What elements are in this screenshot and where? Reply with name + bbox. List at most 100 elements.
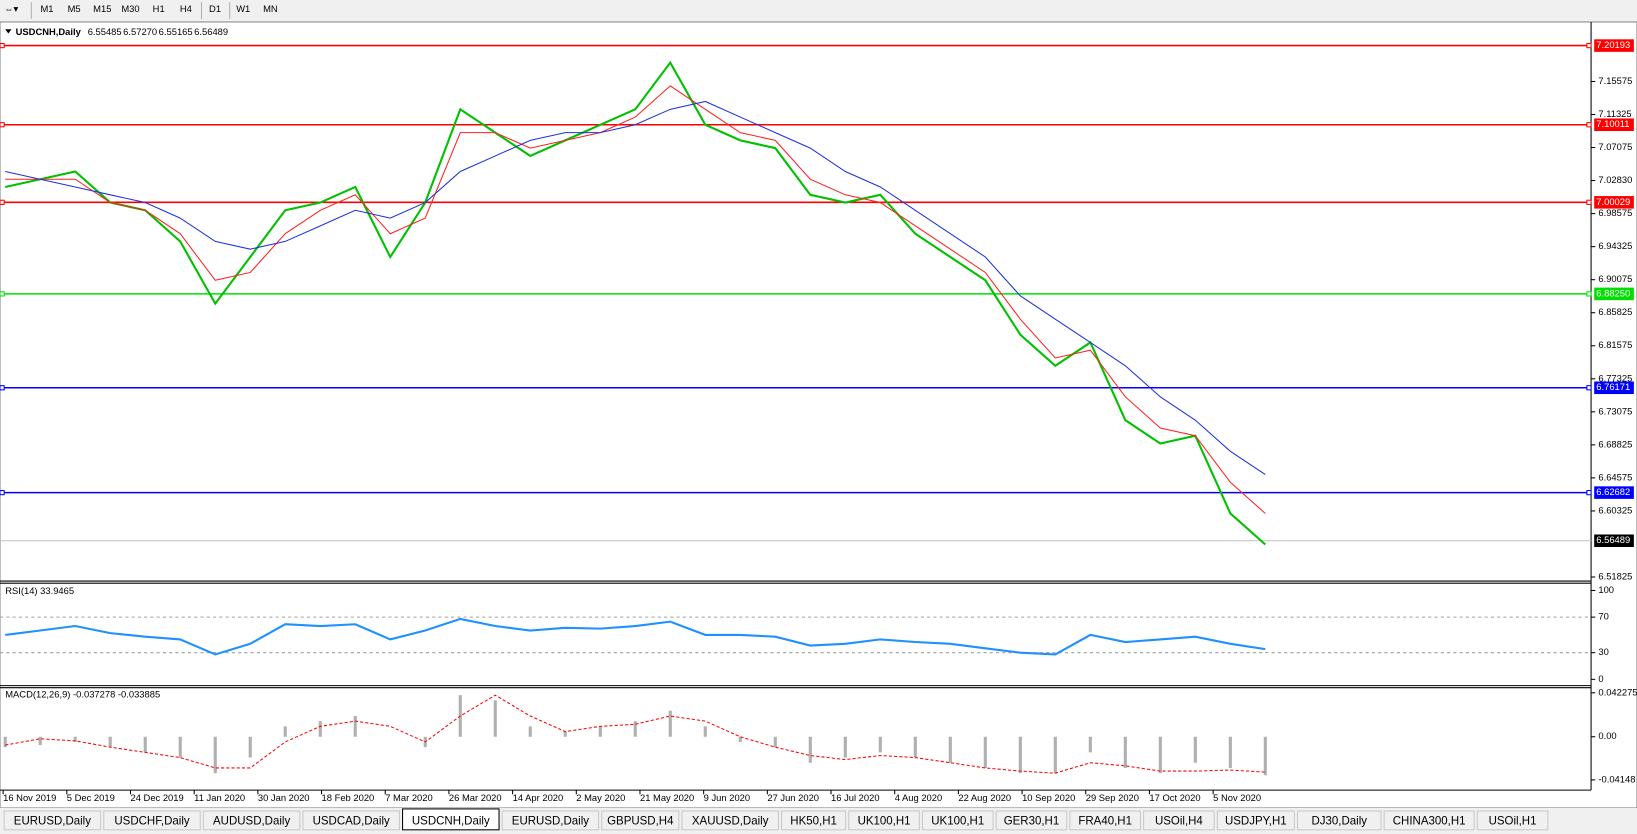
- tab-label[interactable]: UK100,H1: [931, 815, 984, 827]
- time-label: 24 Dec 2019: [131, 792, 184, 803]
- timeframe-button[interactable]: M15: [93, 3, 111, 14]
- macd-bar: [948, 736, 952, 763]
- tab[interactable]: [921, 810, 994, 831]
- y-tick-label: 6.68825: [1598, 438, 1632, 449]
- tab-label[interactable]: CHINA300,H1: [1393, 815, 1466, 827]
- tab[interactable]: [601, 810, 680, 831]
- tab-label[interactable]: DJ30,Daily: [1311, 815, 1367, 827]
- tab[interactable]: [781, 810, 847, 831]
- macd-bar: [318, 721, 322, 737]
- tab[interactable]: [681, 810, 779, 831]
- level-label: 7.10011: [1596, 118, 1629, 129]
- time-label: 26 Mar 2020: [449, 792, 502, 803]
- tab[interactable]: [501, 810, 600, 831]
- indicator-title: MACD(12,26,9) -0.037278 -0.033885: [5, 688, 160, 699]
- tab[interactable]: [1143, 810, 1215, 831]
- tab[interactable]: [1296, 810, 1382, 831]
- time-label: 11 Jan 2020: [194, 792, 245, 803]
- tab-label[interactable]: XAUUSD,Daily: [692, 815, 769, 827]
- macd-bar: [983, 736, 987, 768]
- header-arrow: [5, 29, 12, 34]
- macd-bar: [633, 721, 637, 737]
- timeframe-button[interactable]: H4: [180, 3, 192, 14]
- level-label: 7.20193: [1596, 39, 1630, 50]
- ohlc-value: 6.55165: [159, 26, 193, 37]
- tab-label[interactable]: UK100,H1: [858, 815, 911, 827]
- y-tick-label: 6.77325: [1598, 372, 1632, 383]
- macd-bar: [528, 726, 532, 737]
- timeframe-button[interactable]: M5: [68, 3, 81, 14]
- macd-bar: [143, 736, 147, 753]
- time-label: 5 Dec 2019: [67, 792, 115, 803]
- level-label: 6.76171: [1596, 381, 1630, 392]
- tab[interactable]: [1216, 810, 1295, 831]
- timeframe-button[interactable]: D1: [209, 3, 221, 14]
- macd-bar: [283, 726, 287, 737]
- tab[interactable]: [1383, 810, 1475, 831]
- timeframe-button[interactable]: M30: [121, 3, 139, 14]
- tab-label[interactable]: USDCHF,Daily: [114, 815, 190, 827]
- tab-label[interactable]: EURUSD,Daily: [512, 815, 589, 827]
- y-tick-label: 6.81575: [1598, 339, 1632, 350]
- macd-bar: [248, 736, 252, 758]
- y-tick-label: 0.042275: [1598, 686, 1637, 697]
- tab-label[interactable]: USDCAD,Daily: [313, 815, 390, 827]
- tab[interactable]: [103, 810, 201, 831]
- tab-label[interactable]: USDCNH,Daily: [412, 815, 490, 827]
- y-tick-label: 7.07075: [1598, 141, 1632, 152]
- tab[interactable]: [202, 810, 301, 831]
- time-label: 2 May 2020: [576, 792, 625, 803]
- level-anchor: [0, 291, 5, 297]
- ohlc-value: 6.55485: [88, 26, 122, 37]
- ohlc-value: 6.57270: [123, 26, 157, 37]
- macd-bar: [213, 736, 217, 774]
- tab-label[interactable]: USOil,H1: [1489, 815, 1537, 827]
- toolbar-icon[interactable]: ⇔▾: [4, 3, 18, 14]
- level-label-box: [1594, 486, 1634, 499]
- tab[interactable]: [1476, 810, 1549, 831]
- tab-label[interactable]: GBPUSD,H4: [607, 815, 674, 827]
- tab[interactable]: [995, 810, 1068, 831]
- y-tick-label: -0.04148: [1598, 773, 1635, 784]
- timeframe-button[interactable]: H1: [153, 3, 165, 14]
- tab[interactable]: [402, 808, 500, 831]
- tab-label[interactable]: AUDUSD,Daily: [213, 815, 290, 827]
- y-tick-label: 7.15575: [1598, 75, 1632, 86]
- tab-label[interactable]: USDJPY,H1: [1225, 815, 1287, 827]
- time-label: 16 Jul 2020: [831, 792, 880, 803]
- series-line: [4, 60, 1267, 546]
- tab[interactable]: [3, 810, 102, 831]
- macd-bar: [178, 736, 182, 758]
- tab[interactable]: [848, 810, 920, 831]
- level-label-box: [1594, 381, 1634, 395]
- tab-label[interactable]: FRA40,H1: [1078, 815, 1132, 827]
- toolbar: [0, 0, 1637, 21]
- level-anchor: [1586, 385, 1592, 391]
- timeframe-button[interactable]: W1: [236, 3, 250, 14]
- timeframe-button[interactable]: M1: [40, 3, 53, 14]
- tab-label[interactable]: USOil,H4: [1155, 815, 1203, 827]
- time-label: 16 Nov 2019: [3, 792, 56, 803]
- macd-bar: [1018, 736, 1022, 774]
- tab-label[interactable]: EURUSD,Daily: [14, 815, 91, 827]
- macd-bar: [598, 726, 602, 737]
- macd-bar: [108, 736, 112, 748]
- tab-label[interactable]: GER30,H1: [1004, 815, 1060, 827]
- macd-bar: [1193, 736, 1197, 763]
- level-anchor: [1586, 489, 1592, 496]
- timeframe-button[interactable]: MN: [263, 3, 278, 14]
- macd-bar: [808, 736, 812, 763]
- level-anchor: [1586, 199, 1592, 205]
- tab-label[interactable]: HK50,H1: [790, 815, 837, 827]
- tab[interactable]: [1069, 810, 1141, 831]
- level-label-box: [1594, 534, 1634, 548]
- tab[interactable]: [302, 810, 400, 831]
- ohlc-value: 6.56489: [194, 26, 228, 37]
- y-tick-label: 6.51825: [1598, 570, 1632, 581]
- level-label-box: [1594, 39, 1634, 52]
- time-label: 17 Oct 2020: [1149, 792, 1200, 803]
- macd-bar: [3, 736, 7, 748]
- y-tick-label: 0: [1598, 673, 1603, 684]
- y-tick-label: 6.73075: [1598, 405, 1632, 416]
- chart-frame: [0, 21, 1637, 809]
